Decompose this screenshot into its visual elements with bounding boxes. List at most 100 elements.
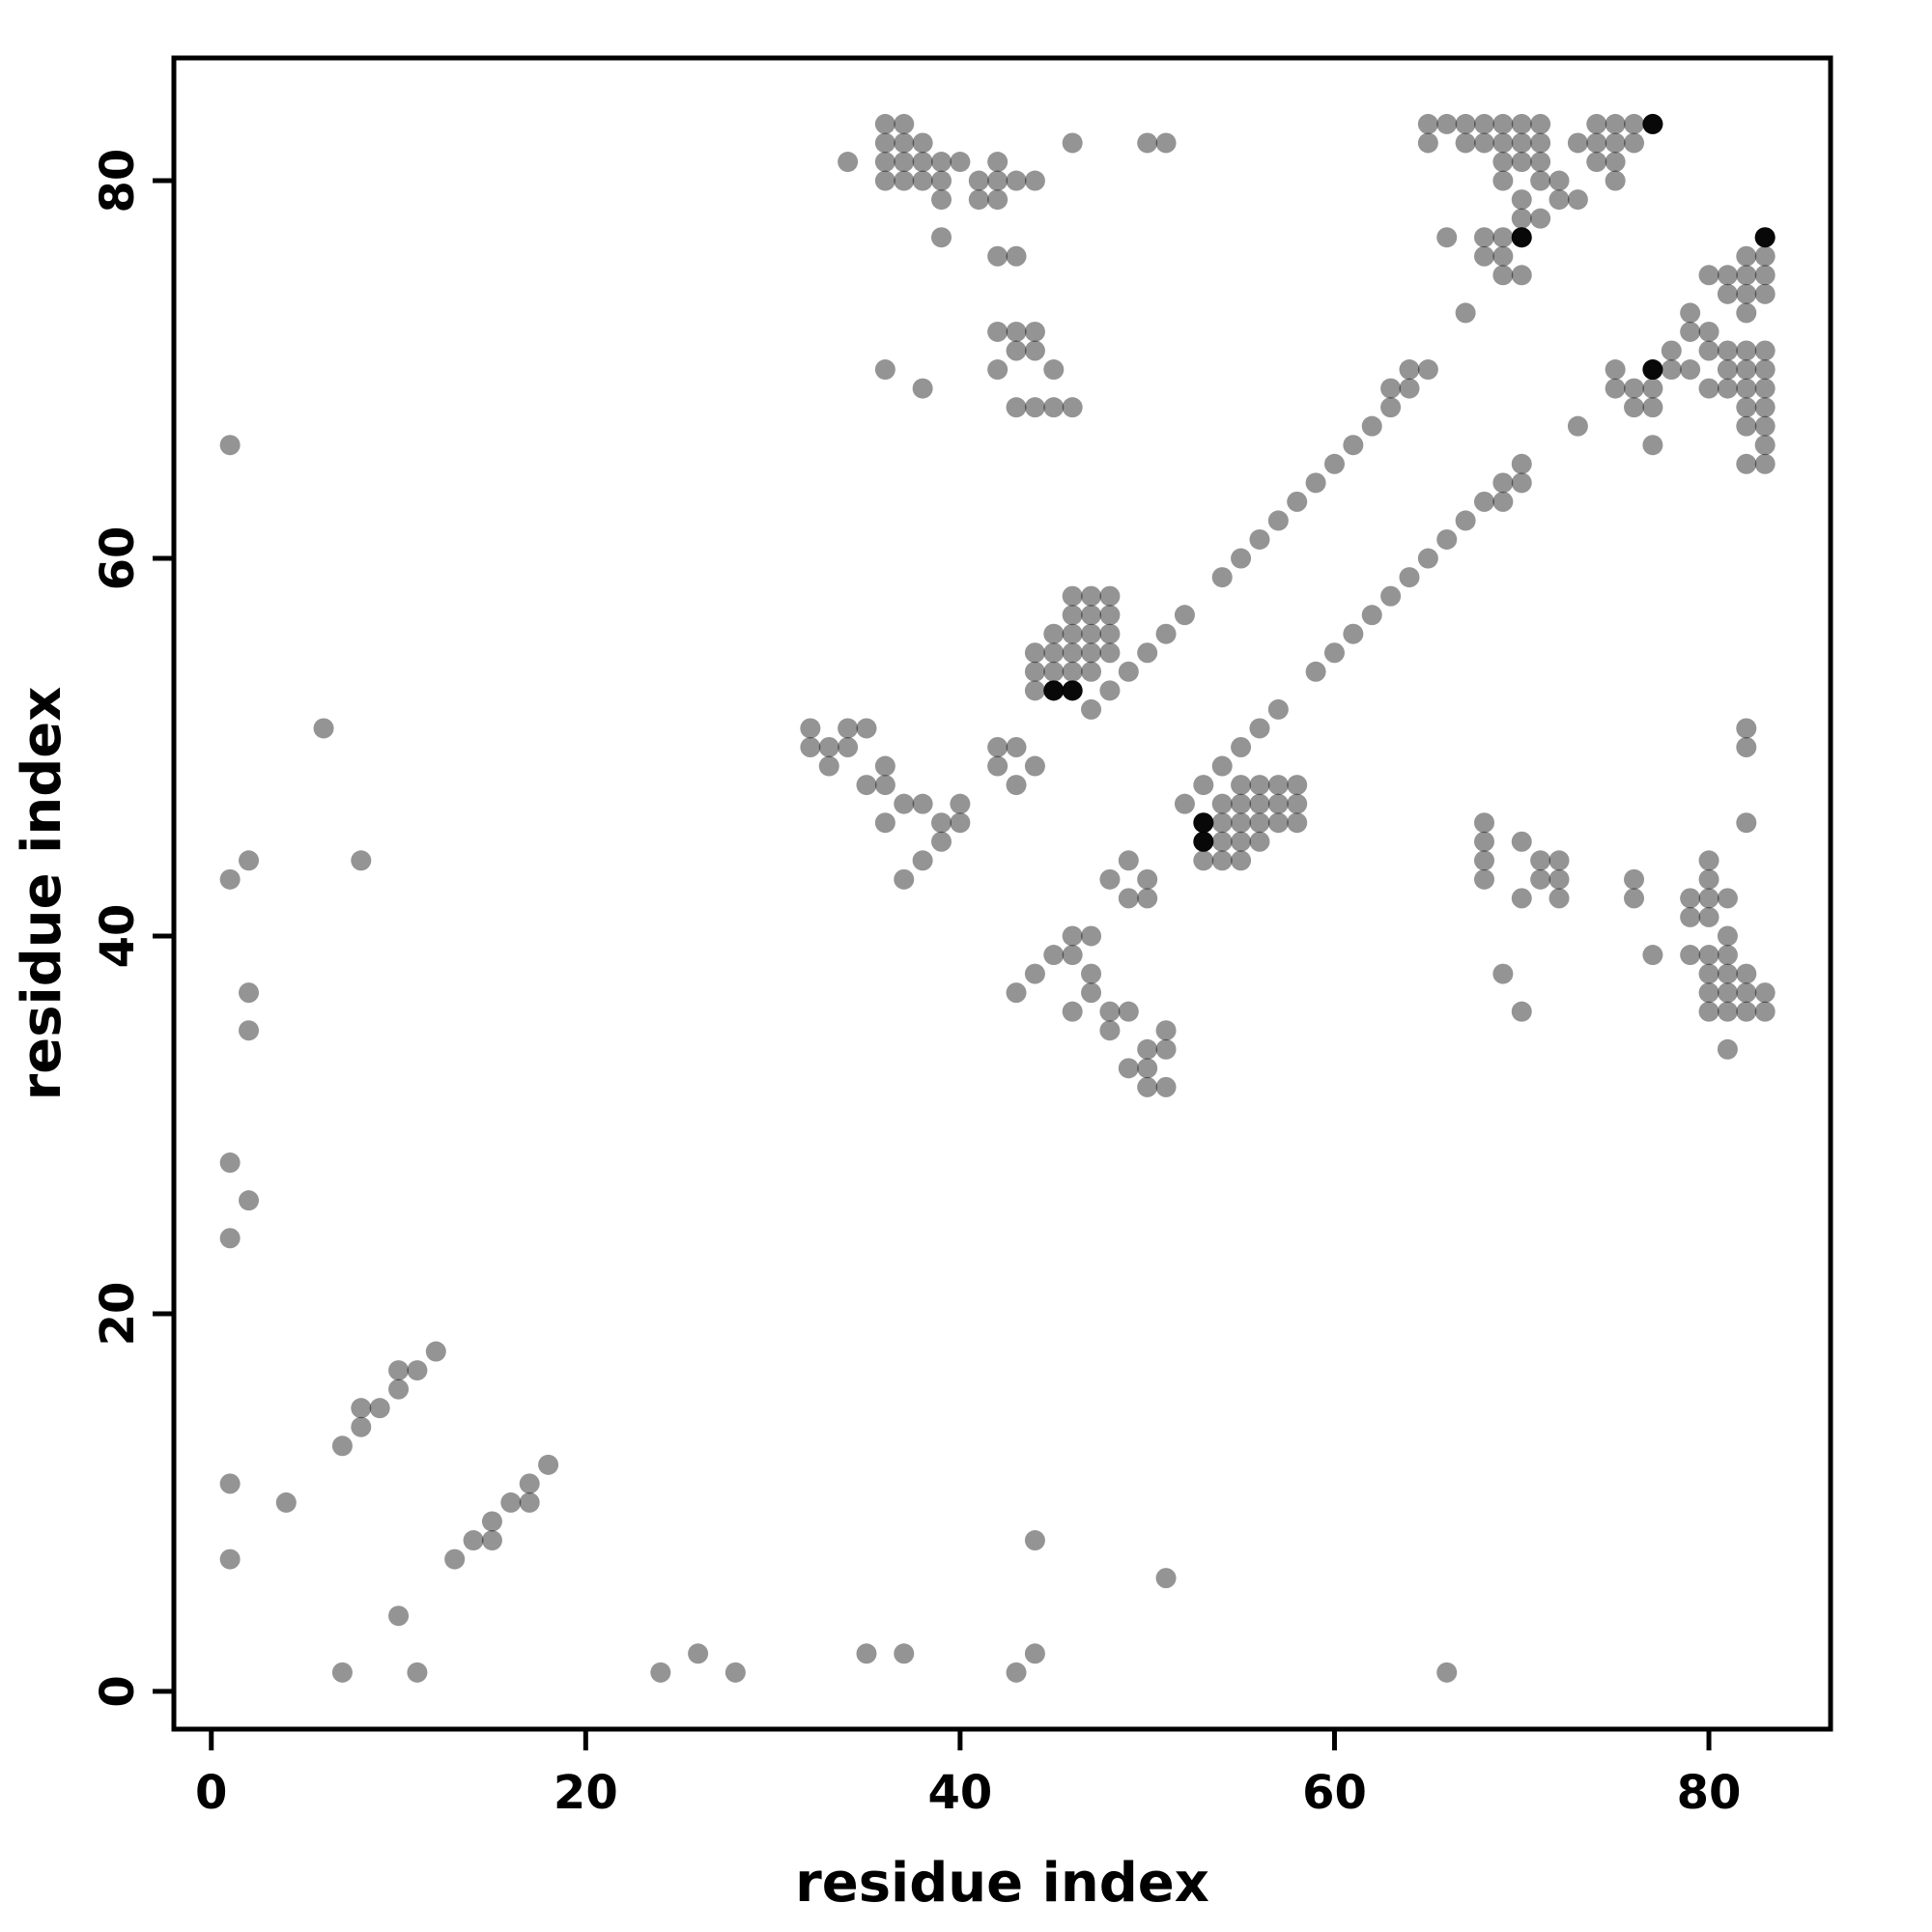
data-point-mirror [650, 1662, 671, 1683]
x-tick-label: 40 [927, 1766, 992, 1820]
data-point-mirror [1717, 378, 1738, 399]
data-point [1006, 737, 1027, 758]
data-point [894, 132, 915, 154]
data-point [987, 245, 1009, 267]
data-point [1062, 585, 1083, 607]
data-point [1548, 189, 1570, 211]
data-point [931, 812, 952, 834]
data-point-mirror [1137, 888, 1158, 909]
y-tick-label: 40 [91, 904, 145, 969]
data-point [239, 982, 260, 1004]
data-point-mirror [1736, 397, 1757, 418]
data-point-mirror [1754, 340, 1776, 361]
data-point [1099, 680, 1121, 701]
data-point-mirror [1736, 302, 1757, 324]
data-point-emphasized-mirror [1193, 831, 1214, 852]
data-point-mirror [1473, 868, 1494, 890]
data-point-mirror [1717, 1001, 1738, 1022]
data-point-mirror [1249, 775, 1270, 796]
data-point-mirror [1511, 453, 1532, 474]
data-point [874, 170, 895, 191]
data-point-mirror [1267, 812, 1289, 834]
data-point [1473, 245, 1494, 267]
data-point [313, 718, 334, 739]
data-point-emphasized [1062, 680, 1083, 701]
data-point-mirror [1211, 812, 1233, 834]
data-point [1530, 132, 1551, 154]
data-point-mirror [1473, 850, 1494, 871]
data-point-mirror [1399, 567, 1420, 588]
data-point [1511, 189, 1532, 211]
data-point [1586, 132, 1607, 154]
data-point [1099, 642, 1121, 664]
data-point-mirror [1249, 793, 1270, 814]
data-point [219, 1228, 241, 1249]
data-point-mirror [538, 1454, 559, 1475]
data-point-mirror [1267, 775, 1289, 796]
data-point [369, 1398, 390, 1419]
x-axis-label: residue index [795, 1852, 1209, 1915]
data-point [1006, 340, 1027, 361]
data-point [219, 868, 241, 890]
data-point-mirror [1567, 415, 1588, 437]
data-point-mirror [1548, 888, 1570, 909]
data-point-mirror [1754, 453, 1776, 474]
data-point-mirror [1118, 1001, 1139, 1022]
data-point [950, 152, 971, 173]
data-point [1043, 642, 1065, 664]
data-point [1455, 302, 1476, 324]
data-point-mirror [1211, 850, 1233, 871]
data-point [1511, 152, 1532, 173]
data-point [219, 1548, 241, 1570]
data-point-mirror [1736, 283, 1757, 304]
y-tick-label: 60 [91, 526, 145, 591]
data-point-mirror [1698, 906, 1719, 927]
x-tick-label: 0 [195, 1766, 227, 1820]
data-point [1211, 567, 1233, 588]
data-point-mirror [1155, 1020, 1177, 1041]
data-point-mirror [1717, 359, 1738, 381]
data-point [351, 1398, 372, 1419]
data-point-mirror [1698, 945, 1719, 966]
data-point [950, 812, 971, 834]
data-point [219, 1473, 241, 1494]
data-point-emphasized [1642, 113, 1663, 134]
data-point [1511, 113, 1532, 134]
data-point-mirror [1754, 415, 1776, 437]
data-point-mirror [1155, 1568, 1177, 1589]
data-point-mirror [519, 1492, 540, 1513]
data-point [800, 737, 821, 758]
data-point [1605, 170, 1626, 191]
data-point [407, 1360, 428, 1381]
data-point [351, 850, 372, 871]
data-point [1455, 132, 1476, 154]
data-point-mirror [1231, 775, 1252, 796]
data-point-mirror [1231, 737, 1252, 758]
data-point-mirror [1024, 1530, 1045, 1551]
data-point [838, 718, 859, 739]
data-point-mirror [1698, 982, 1719, 1004]
data-point-mirror [1193, 775, 1214, 796]
data-point [856, 775, 877, 796]
data-point-mirror [1736, 359, 1757, 381]
data-point [1548, 170, 1570, 191]
data-point-mirror [1754, 245, 1776, 267]
data-point-mirror [1736, 737, 1757, 758]
data-point-mirror [1736, 1001, 1757, 1022]
data-point-mirror [1642, 378, 1663, 399]
data-point-mirror [1754, 982, 1776, 1004]
data-point-mirror [1717, 963, 1738, 984]
data-point-mirror [1024, 1643, 1045, 1664]
data-point [1062, 642, 1083, 664]
data-point-mirror [1698, 1001, 1719, 1022]
data-point [912, 793, 933, 814]
data-point [1380, 397, 1402, 418]
data-point-mirror [1323, 642, 1345, 664]
data-point-mirror [1698, 888, 1719, 909]
data-point [275, 1492, 297, 1513]
plot-box [171, 55, 1833, 1732]
data-point-mirror [1680, 888, 1701, 909]
data-point [912, 152, 933, 173]
data-point [838, 737, 859, 758]
